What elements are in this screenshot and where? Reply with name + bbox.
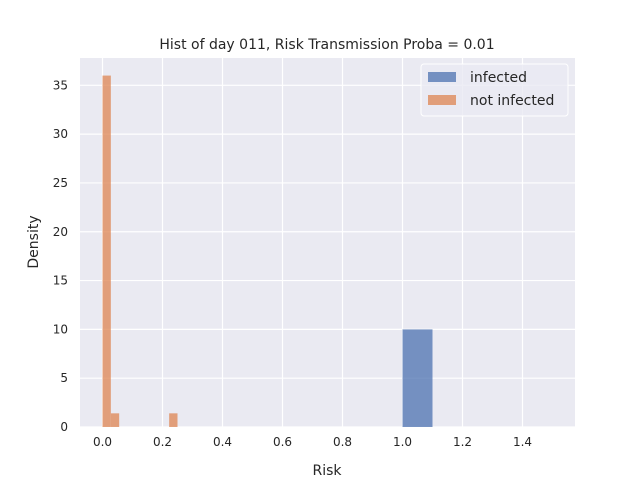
- x-tick-label: 1.2: [453, 435, 472, 449]
- x-axis-label: Risk: [312, 463, 342, 479]
- x-tick-label: 0.0: [93, 435, 112, 449]
- bar-not-infected: [110, 413, 120, 427]
- legend-box: [420, 63, 569, 117]
- bar-not-infected: [102, 75, 111, 428]
- legend-swatch-not-infected: [428, 95, 456, 105]
- x-tick-label: 0.8: [333, 435, 352, 449]
- x-tick-label: 1.4: [513, 435, 532, 449]
- legend-swatch-infected: [428, 72, 456, 82]
- y-tick-label: 35: [53, 78, 68, 92]
- y-axis-label: Density: [26, 215, 42, 268]
- bar-not-infected: [169, 413, 178, 427]
- y-tick-label: 5: [60, 371, 68, 385]
- y-tick-label: 0: [60, 420, 68, 434]
- y-tick-label: 10: [53, 322, 68, 336]
- x-gridlines: [101, 58, 524, 427]
- histogram-bars: [102, 75, 433, 428]
- legend-label-not-infected: not infected: [470, 93, 554, 109]
- x-tick-label: 0.4: [213, 435, 232, 449]
- legend: infected not infected: [420, 63, 569, 117]
- x-tick-label: 1.0: [393, 435, 412, 449]
- x-tick-label: 0.6: [273, 435, 292, 449]
- y-tick-label: 30: [53, 127, 68, 141]
- y-tick-label: 20: [53, 225, 68, 239]
- y-tick-labels: 0 5 10 15 20 25 30 35: [53, 78, 68, 434]
- bar-infected: [402, 329, 433, 427]
- x-tick-labels: 0.0 0.2 0.4 0.6 0.8 1.0 1.2 1.4: [93, 435, 532, 449]
- y-tick-label: 25: [53, 176, 68, 190]
- legend-label-infected: infected: [470, 70, 527, 86]
- x-tick-label: 0.2: [153, 435, 172, 449]
- chart-title: Hist of day 011, Risk Transmission Proba…: [159, 37, 494, 53]
- y-tick-label: 15: [53, 274, 68, 288]
